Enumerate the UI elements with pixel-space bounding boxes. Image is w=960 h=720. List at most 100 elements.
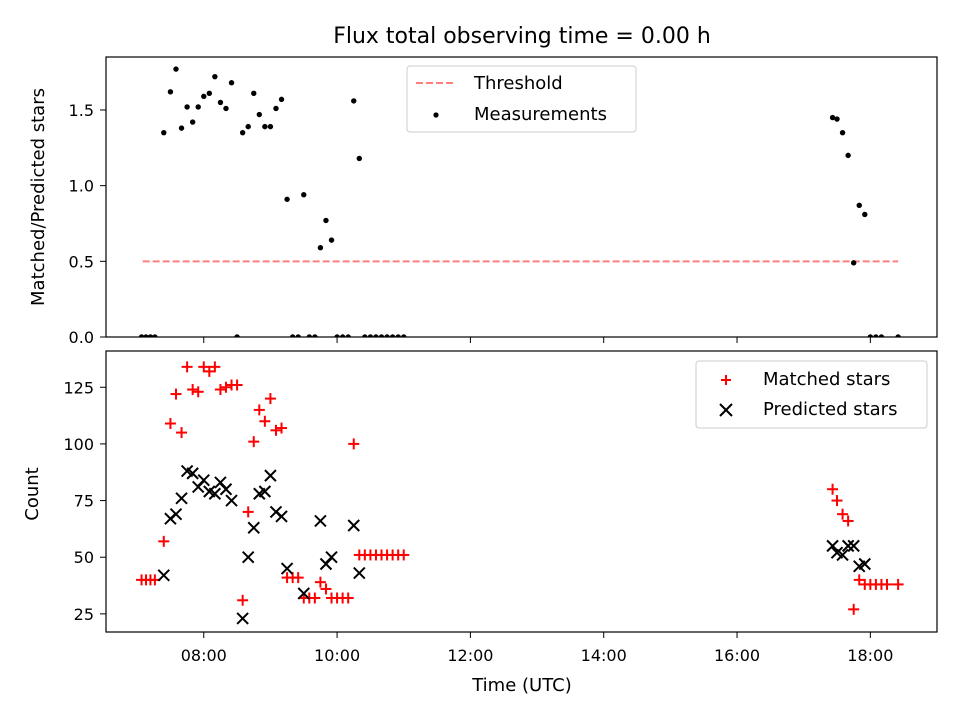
measurement-point: [395, 334, 401, 337]
measurement-point: [351, 98, 357, 104]
predicted-star-point: [826, 539, 839, 553]
matched-star-point: [242, 506, 254, 518]
predicted-star-point: [241, 551, 255, 564]
measurement-point: [850, 260, 857, 266]
top-y-axis-label: Matched/Predicted stars: [28, 88, 49, 306]
measurement-point: [845, 152, 851, 159]
measurement-point: [206, 90, 213, 97]
matched-star-point: [827, 483, 839, 495]
measurement-point: [201, 93, 207, 100]
legend-predicted-label: Predicted stars: [763, 399, 897, 420]
measurement-point: [312, 334, 318, 337]
matched-star-point: [209, 361, 221, 373]
bottom-plot-clip: [136, 361, 904, 625]
bottom-x-tick-label: 10:00: [314, 646, 360, 665]
matched-star-point: [342, 592, 354, 604]
bottom-y-tick-label: 125: [63, 378, 94, 397]
top-y-axis: 0.0 0.5 1.0 1.5: [69, 101, 106, 347]
predicted-star-point: [247, 521, 260, 534]
matched-star-point: [231, 379, 243, 391]
measurement-point: [323, 217, 329, 224]
matched-star-point: [831, 495, 843, 507]
matched-star-point: [158, 535, 170, 547]
top-panel: Flux total observing time = 0.00 h 0.00.…: [28, 24, 938, 347]
measurement-point: [262, 123, 268, 130]
predicted-star-point: [275, 510, 288, 523]
predicted-star-point: [264, 469, 277, 482]
bottom-x-axis-label: Time (UTC): [471, 675, 572, 696]
matched-star-point: [220, 381, 232, 393]
bottom-y-axis: 25 50 75 100 125: [63, 378, 106, 624]
matched-star-point: [248, 436, 260, 448]
matched-star-point: [853, 574, 865, 586]
matched-star-point: [848, 603, 860, 615]
measurement-point: [152, 334, 158, 337]
top-legend-box: [406, 65, 637, 133]
measurement-point: [284, 196, 290, 202]
measurement-point: [862, 211, 868, 218]
predicted-star-point: [353, 566, 366, 580]
top-y-tick-label: 1.0: [69, 177, 94, 196]
predicted-star-point: [186, 467, 199, 480]
measurement-point: [212, 73, 218, 80]
matched-star-point: [237, 594, 249, 606]
measurement-point: [267, 123, 274, 130]
bottom-legend: Matched stars Predicted stars: [695, 360, 928, 429]
measurement-point: [839, 129, 846, 136]
matched-star-point: [309, 592, 321, 604]
predicted-star-point: [225, 494, 238, 507]
matched-star-point: [842, 515, 854, 527]
measurement-point: [143, 334, 149, 337]
predicted-star-point: [208, 487, 222, 500]
predicted-star-point: [858, 557, 871, 571]
bottom-y-tick-label: 25: [74, 605, 94, 624]
measurement-point: [384, 334, 390, 337]
measurement-point: [306, 334, 313, 337]
top-y-tick-label: 0.0: [69, 328, 94, 347]
matched-star-point: [320, 583, 332, 595]
measurement-point: [829, 114, 836, 121]
matched-star-point: [170, 388, 182, 400]
predicted-star-point: [175, 492, 188, 505]
measurement-point: [295, 334, 301, 337]
measurement-point: [167, 89, 174, 95]
predicted-star-point: [836, 548, 849, 562]
bottom-axes-frame: [105, 350, 938, 633]
measurement-point: [328, 237, 335, 243]
measurement-point: [228, 80, 235, 86]
legend-measurements-swatch: [433, 112, 439, 118]
top-chart-title: Flux total observing time = 0.00 h: [333, 24, 711, 49]
measurement-point: [234, 334, 240, 337]
predicted-star-point: [314, 514, 327, 528]
measurement-point: [289, 334, 296, 337]
measurement-point: [178, 125, 185, 131]
predicted-star-point: [347, 519, 360, 532]
measurement-point: [161, 129, 167, 136]
measurement-point: [867, 334, 874, 337]
predicted-star-point: [280, 562, 294, 575]
matched-star-point: [398, 549, 410, 561]
top-plot-clip: [138, 66, 901, 337]
measurement-point: [401, 334, 407, 337]
predicted-star-point: [169, 507, 183, 521]
predicted-star-point: [841, 539, 855, 553]
measurement-point: [339, 334, 346, 337]
measurement-point: [239, 129, 246, 136]
bottom-y-tick-label: 100: [63, 435, 94, 454]
measurement-point: [373, 334, 379, 337]
measurement-point: [334, 334, 340, 337]
bottom-predicted-layer: [157, 464, 871, 625]
top-points-layer: [138, 66, 901, 337]
legend-matched-label: Matched stars: [763, 369, 890, 390]
matched-star-point: [192, 386, 204, 398]
predicted-star-point: [157, 569, 170, 582]
predicted-star-point: [297, 587, 310, 600]
top-y-tick-label: 1.5: [69, 101, 94, 120]
measurement-point: [273, 105, 279, 112]
measurement-point: [345, 334, 351, 337]
predicted-star-point: [197, 473, 210, 487]
matched-star-point: [892, 578, 904, 590]
bottom-x-axis: 08:00 10:00 12:00 14:00 16:00 18:00: [181, 632, 893, 665]
top-legend: Threshold Measurements: [406, 65, 637, 133]
